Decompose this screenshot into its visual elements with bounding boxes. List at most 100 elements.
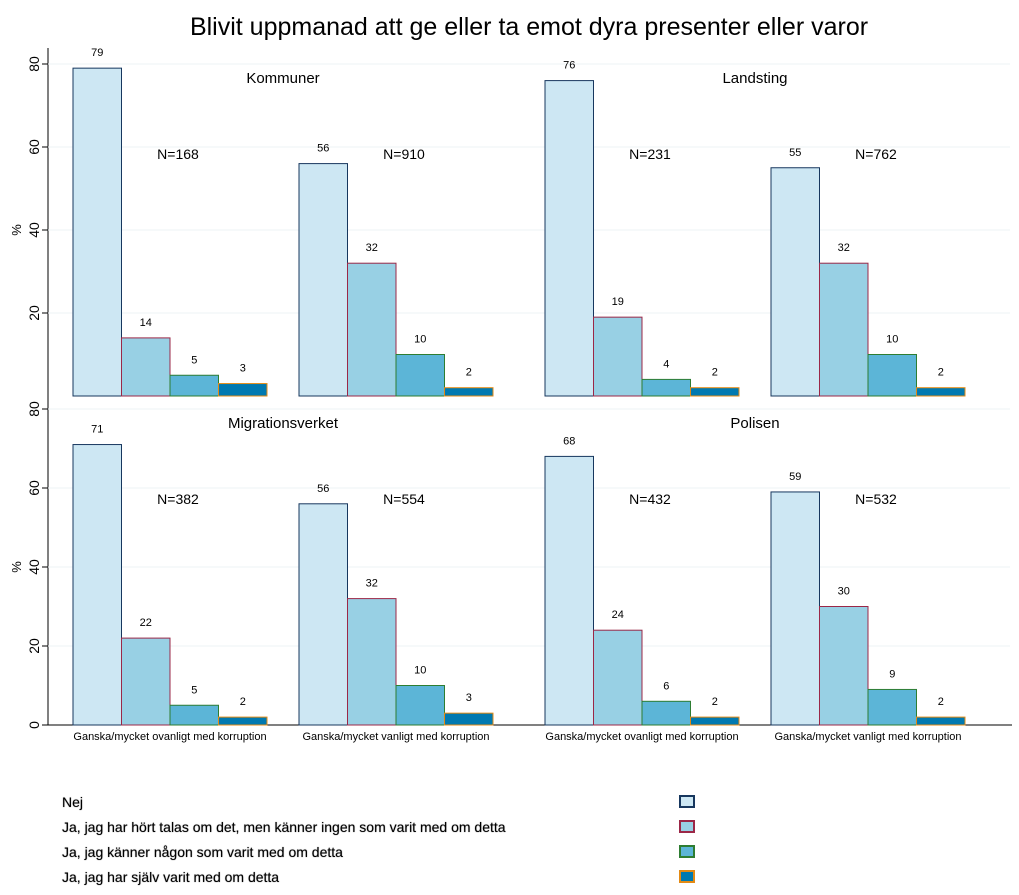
bar [218,383,268,397]
x-category-label: Ganska/mycket vanligt med korruption [302,731,489,743]
bar [347,262,397,397]
y-tick-label: 20 [26,638,42,654]
y-tick-label: 80 [26,56,42,72]
bar [72,444,122,726]
y-tick-label: 0 [26,721,42,729]
legend-label: Ja, jag känner någon som varit med om de… [62,844,343,860]
bar [298,503,348,726]
data-label: 2 [938,367,944,379]
data-label: 56 [317,143,329,155]
data-label: 30 [838,586,850,598]
y-tick-label: 40 [26,559,42,575]
data-label: 32 [838,242,850,254]
data-label: 2 [712,696,718,708]
y-tick-label: 20 [26,305,42,321]
bar [395,354,445,397]
legend-label: Ja, jag har själv varit med om detta [62,869,280,885]
data-label: 19 [612,296,624,308]
data-label: 10 [886,334,898,346]
data-label: 56 [317,483,329,495]
data-label: 32 [366,578,378,590]
sample-size-label: N=231 [629,146,671,162]
data-label: 2 [240,696,246,708]
panel-title: Landsting [722,70,787,87]
legend-item: Ja, jag känner någon som varit med om de… [62,840,1002,865]
data-label: 2 [712,367,718,379]
y-tick-label: 60 [26,139,42,155]
data-label: 2 [938,696,944,708]
sample-size-label: N=532 [855,491,897,507]
legend-item: Nej [62,790,1002,815]
data-label: 79 [91,47,103,59]
legend-swatch [679,795,695,808]
bar [169,374,219,397]
x-category-label: Ganska/mycket vanligt med korruption [774,731,961,743]
legend-item: Ja, jag har själv varit med om detta [62,865,1002,890]
sample-size-label: N=554 [383,491,425,507]
bar [444,712,494,726]
y-axis-label: % [9,561,24,573]
data-label: 68 [563,435,575,447]
chart-svg: Blivit uppmanad att ge eller ta emot dyr… [9,13,1012,743]
bar [867,688,917,726]
data-label: 5 [191,684,197,696]
bar [444,387,494,397]
y-axis-label: % [9,224,24,236]
legend-swatch [679,820,695,833]
bar [298,163,348,397]
data-label: 9 [889,668,895,680]
data-label: 2 [466,367,472,379]
bar [867,354,917,397]
data-label: 32 [366,242,378,254]
bar [121,637,171,726]
x-category-label: Ganska/mycket ovanligt med korruption [545,731,738,743]
bar [690,716,740,726]
bar [72,67,122,397]
bar [641,700,691,726]
data-label: 3 [466,692,472,704]
legend-swatch [679,870,695,883]
data-label: 14 [140,317,152,329]
sample-size-label: N=432 [629,491,671,507]
data-label: 76 [563,60,575,72]
legend: Nej Ja, jag har hört talas om det, men kä… [62,790,1002,890]
bar [770,167,820,397]
bar [690,387,740,397]
bar [593,316,643,397]
bar [770,491,820,726]
bar [819,606,869,726]
sample-size-label: N=168 [157,146,199,162]
x-category-label: Ganska/mycket ovanligt med korruption [73,731,266,743]
bar [347,598,397,726]
data-label: 10 [414,334,426,346]
legend-swatch [679,845,695,858]
data-label: 59 [789,471,801,483]
data-label: 4 [663,358,669,370]
sample-size-label: N=382 [157,491,199,507]
bar [641,378,691,397]
data-label: 55 [789,147,801,159]
data-label: 71 [91,424,103,436]
data-label: 10 [414,665,426,677]
panel-title: Polisen [730,415,779,432]
data-label: 5 [191,354,197,366]
bar [819,262,869,397]
data-label: 3 [240,363,246,375]
y-tick-label: 80 [26,401,42,417]
bar [169,704,219,726]
sample-size-label: N=910 [383,146,425,162]
legend-label: Ja, jag har hört talas om det, men känne… [62,819,506,835]
bar [916,716,966,726]
data-label: 6 [663,680,669,692]
bar [121,337,171,397]
bar [593,629,643,726]
legend-item: Ja, jag har hört talas om det, men känne… [62,815,1002,840]
sample-size-label: N=762 [855,146,897,162]
bar [218,716,268,726]
bar [916,387,966,397]
bar [395,685,445,726]
data-label: 22 [140,617,152,629]
y-tick-label: 60 [26,480,42,496]
panel-title: Kommuner [246,70,319,87]
